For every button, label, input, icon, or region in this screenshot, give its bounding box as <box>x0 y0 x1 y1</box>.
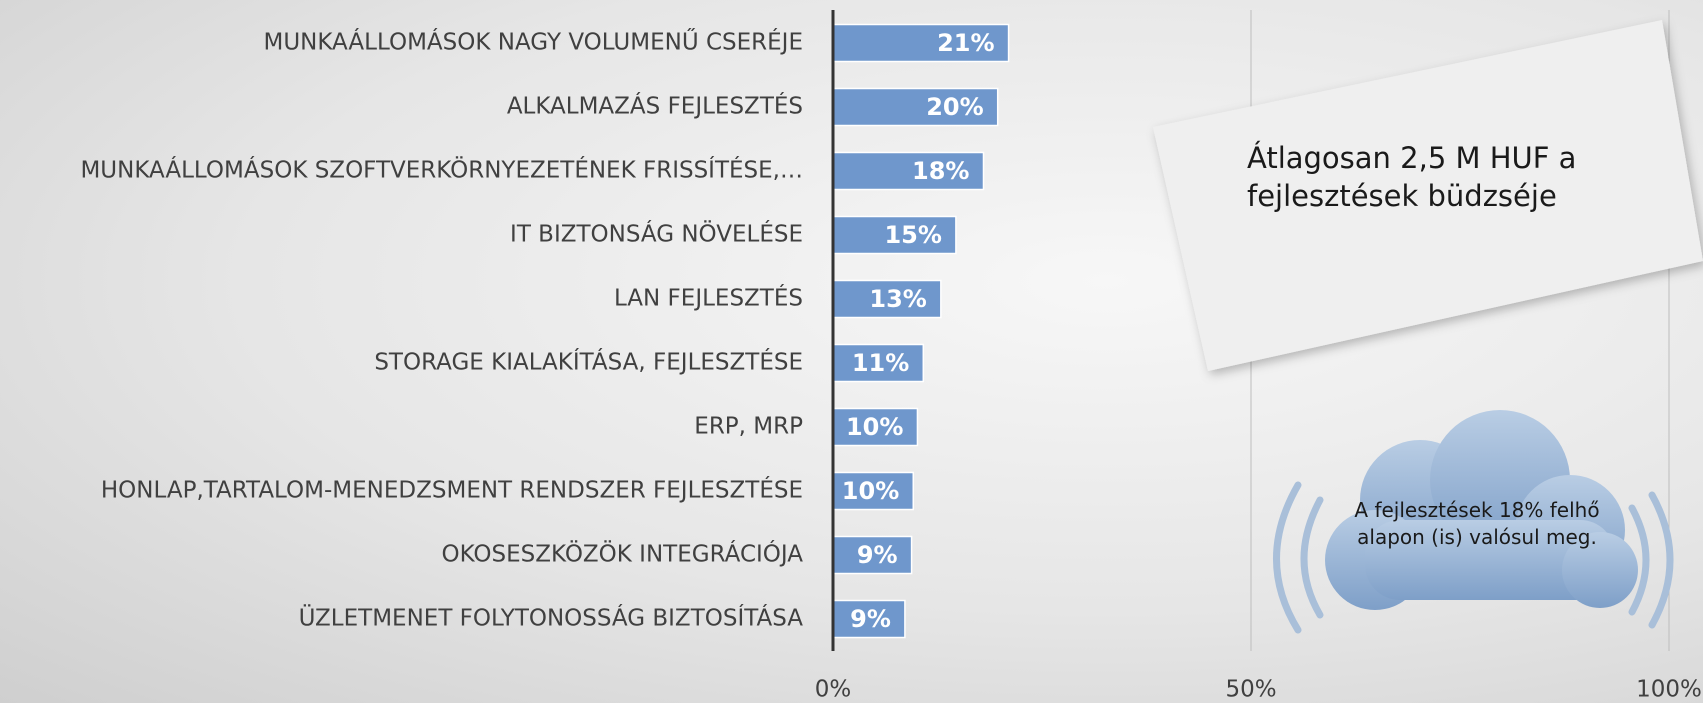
category-label: OKOSESZKÖZÖK INTEGRÁCIÓJA <box>441 540 803 568</box>
category-label: LAN FEJLESZTÉS <box>614 284 803 312</box>
category-label: ALKALMAZÁS FEJLESZTÉS <box>507 92 803 120</box>
bar-value-label: 10% <box>842 477 899 505</box>
cloud-note: A fejlesztések 18% felhő alapon (is) val… <box>1354 498 1600 549</box>
x-tick-label: 50% <box>1225 677 1276 703</box>
x-tick-label: 0% <box>815 677 852 703</box>
bar-value-label: 18% <box>912 157 969 185</box>
x-tick-label: 100% <box>1636 677 1702 703</box>
category-label: MUNKAÁLLOMÁSOK NAGY VOLUMENŰ CSERÉJE <box>263 28 803 56</box>
bar-value-label: 15% <box>884 221 941 249</box>
category-label: IT BIZTONSÁG NÖVELÉSE <box>510 220 803 248</box>
category-label: ERP, MRP <box>694 414 803 440</box>
note-box <box>1153 20 1703 371</box>
signal-arcs <box>1273 481 1674 634</box>
cloud <box>1325 410 1638 610</box>
bar <box>832 599 906 639</box>
bar-value-label: 11% <box>852 349 909 377</box>
category-label: MUNKAÁLLOMÁSOK SZOFTVERKÖRNYEZETÉNEK FRI… <box>80 156 803 184</box>
bar-value-label: 20% <box>926 93 983 121</box>
bar-value-label: 13% <box>869 285 926 313</box>
bar <box>832 343 925 383</box>
bar-value-label: 9% <box>850 605 891 633</box>
bar <box>832 407 919 447</box>
budget-note: Átlagosan 2,5 M HUF a fejlesztések büdzs… <box>1247 141 1577 213</box>
category-label: HONLAP,TARTALOM-MENEDZSMENT RENDSZER FEJ… <box>101 476 803 504</box>
bar-value-label: 21% <box>937 29 994 57</box>
bar-value-label: 10% <box>846 413 903 441</box>
bar-value-label: 9% <box>857 541 898 569</box>
bar <box>832 279 942 319</box>
category-label: STORAGE KIALAKÍTÁSA, FEJLESZTÉSE <box>374 348 803 376</box>
bar <box>832 535 913 575</box>
bars: 21% 20% 18% 15% 13% 11% 10% 10% 9% 9% <box>832 23 1010 639</box>
category-label: ÜZLETMENET FOLYTONOSSÁG BIZTOSÍTÁSA <box>299 604 804 632</box>
